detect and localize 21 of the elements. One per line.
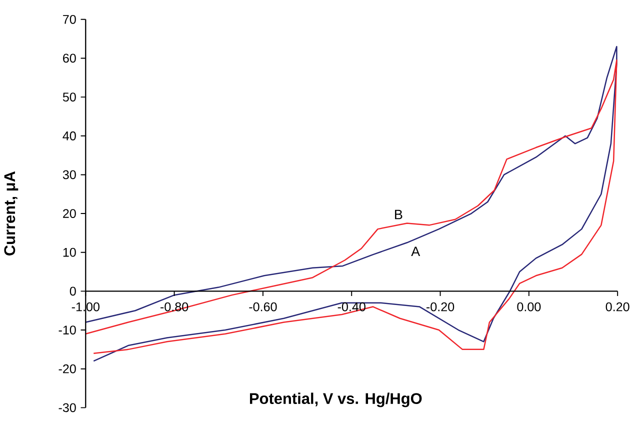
- y-tick-label: 20: [63, 208, 76, 218]
- y-axis-title: Current, μA: [4, 171, 18, 256]
- x-tick-label: -0.60: [249, 302, 277, 312]
- y-tick-label: 30: [62, 170, 76, 180]
- y-tick-label: 10: [63, 248, 76, 257]
- y-tick-label: 0: [70, 286, 76, 296]
- x-tick-label: 0.00: [517, 302, 541, 312]
- y-tick-label: -20: [58, 364, 76, 374]
- x-tick-label: -0.40: [338, 302, 366, 312]
- y-tick-label: 50: [62, 92, 76, 102]
- x-tick-label: -0.20: [426, 302, 454, 312]
- y-tick-label: -10: [58, 325, 76, 334]
- x-tick-label: 0.20: [606, 302, 630, 312]
- x-tick-label: -0.80: [160, 302, 188, 312]
- annotation: B: [395, 210, 402, 220]
- x-axis-title: Potential, V vs. Hg/HgO: [250, 392, 422, 408]
- y-tick-label: 60: [63, 54, 76, 63]
- y-tick-label: -30: [58, 403, 76, 412]
- y-tick-label: 40: [62, 131, 76, 140]
- y-tick-label: 70: [63, 14, 76, 24]
- annotation: A: [411, 246, 420, 256]
